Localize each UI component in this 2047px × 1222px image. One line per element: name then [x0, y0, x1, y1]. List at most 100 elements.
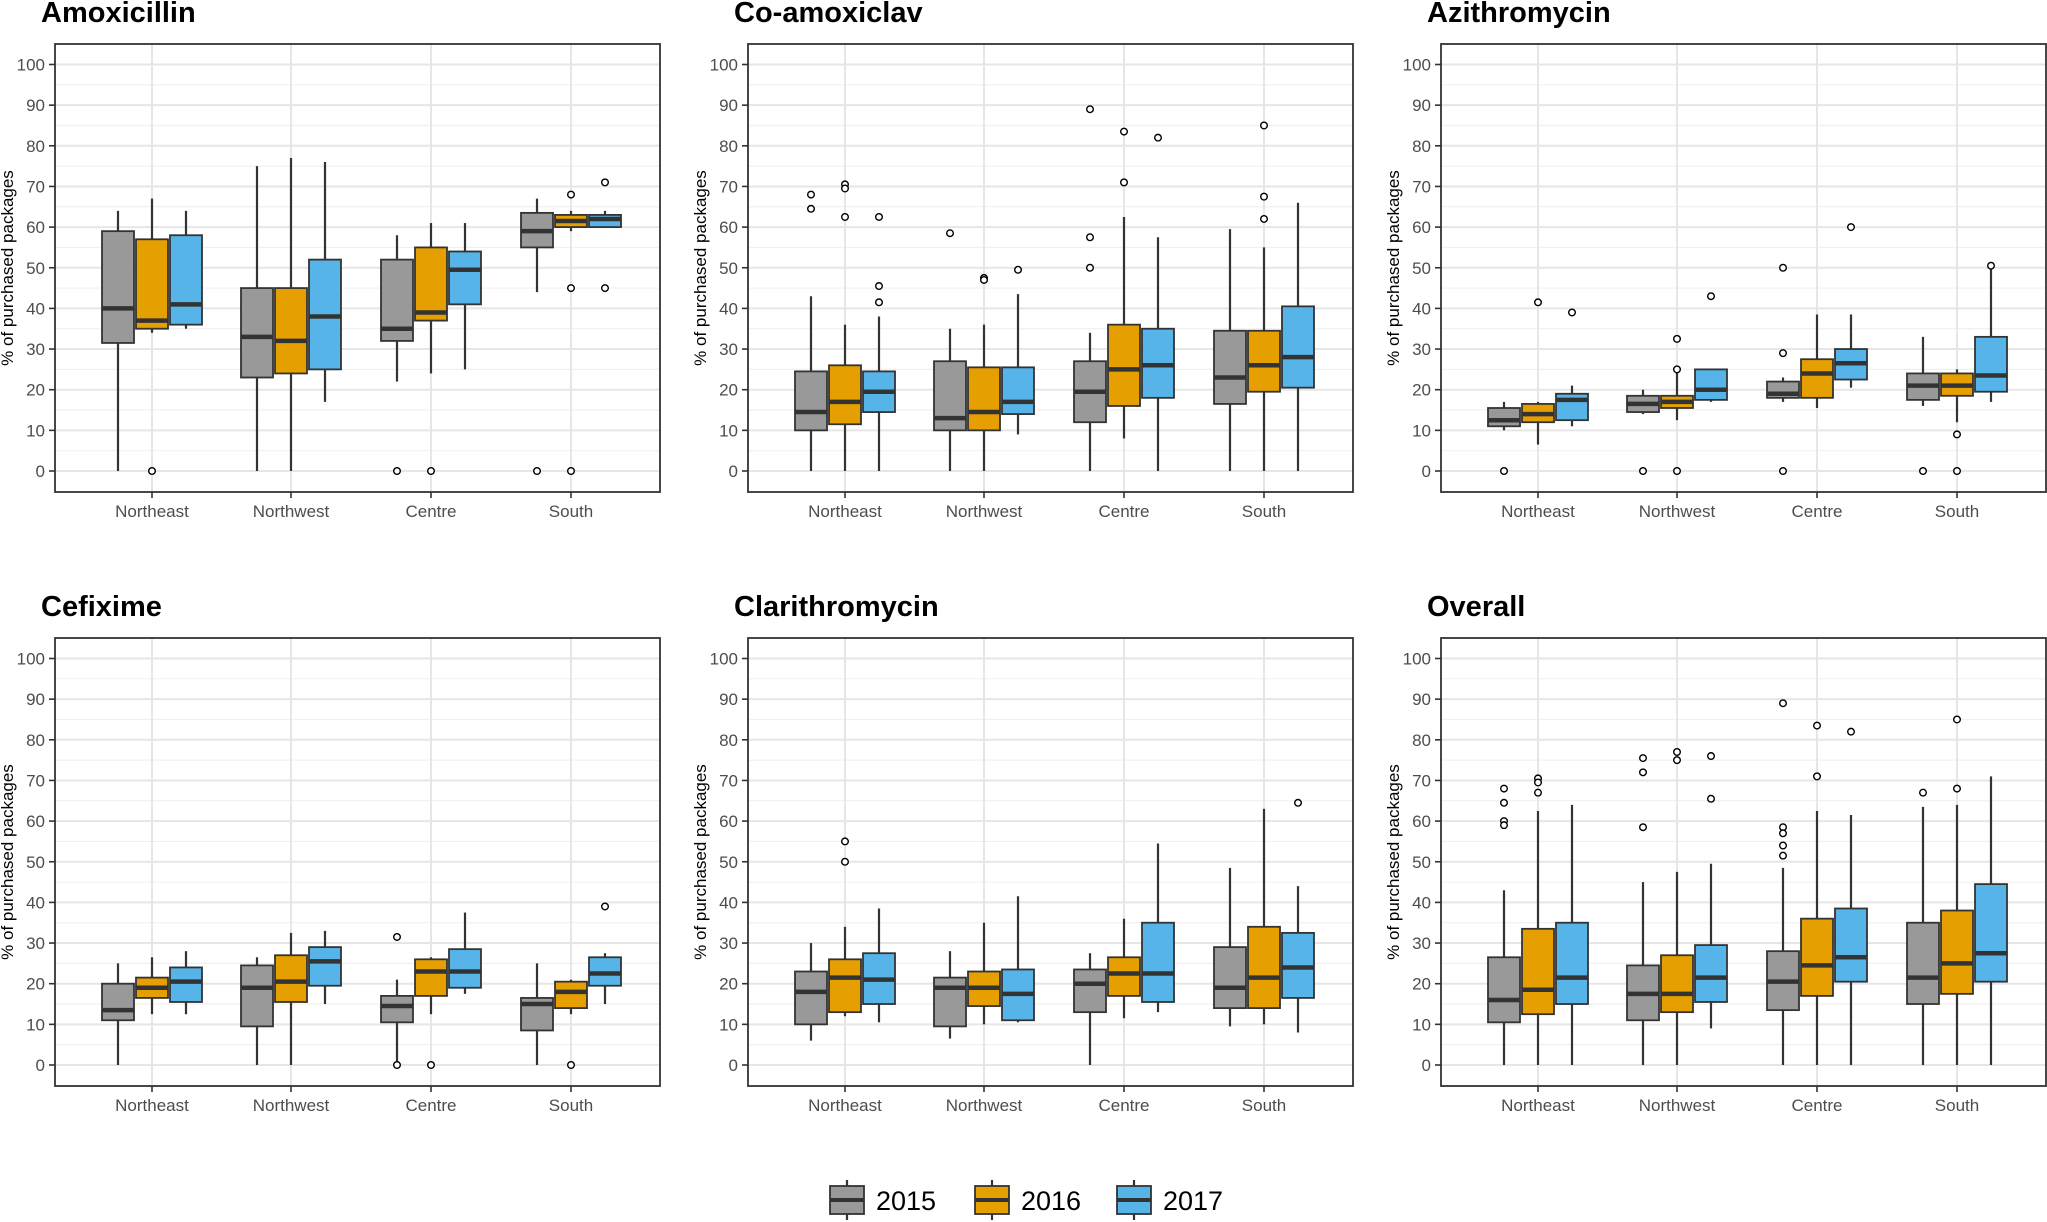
outlier-point: [601, 178, 610, 187]
box-centre-2017: [1834, 727, 1868, 1065]
y-tick-label: 80: [26, 731, 45, 750]
box-body: [967, 366, 1001, 432]
y-tick-label: 60: [26, 812, 45, 831]
y-tick-label: 0: [36, 462, 45, 481]
box-northwest-2017: [308, 162, 342, 402]
y-tick-label: 30: [1412, 340, 1431, 359]
outlier-point: [1706, 292, 1715, 301]
box-northwest-2015: [933, 951, 967, 1039]
box-northeast-2017: [862, 212, 896, 471]
box-centre-2017: [448, 223, 482, 370]
outlier-point: [601, 902, 610, 911]
box-northeast-2015: [794, 190, 828, 471]
outlier-point: [1259, 214, 1268, 223]
y-tick-label: 60: [719, 812, 738, 831]
box-body: [1247, 925, 1281, 1009]
y-tick-label: 20: [26, 381, 45, 400]
outlier-point: [1778, 467, 1787, 476]
outlier-point: [1918, 467, 1927, 476]
outlier-point: [1293, 798, 1302, 807]
panel-azithromycin: 0 10 20 30 40 50 60 70 80 90 100 Northeast Northwest…: [1384, 0, 2047, 521]
box-body: [1800, 917, 1834, 997]
box-centre-2016: [414, 223, 448, 476]
box-body: [1107, 323, 1141, 407]
outlier-point: [875, 282, 884, 291]
y-tick-label: 0: [729, 1056, 738, 1075]
box-northwest-2015: [240, 166, 274, 471]
box-body: [448, 250, 482, 306]
panel-co-amoxiclav: 0 10 20 30 40 50 60 70 80 90 100 Northeast Northwest…: [691, 0, 1354, 521]
outlier-point: [875, 212, 884, 221]
box-body: [414, 958, 448, 997]
outlier-point: [841, 857, 850, 866]
box-centre-2016: [414, 957, 448, 1069]
box-south-2015: [1906, 788, 1940, 1065]
y-tick-label: 20: [719, 381, 738, 400]
box-south-2015: [1906, 336, 1940, 476]
box-northwest-2017: [1001, 896, 1035, 1023]
outlier-point: [1846, 223, 1855, 232]
box-body: [1521, 927, 1555, 1016]
box-south-2016: [1247, 121, 1281, 471]
outlier-point: [567, 284, 576, 293]
box-south-2016: [1940, 715, 1974, 1065]
outlier-point: [393, 467, 402, 476]
y-tick-label: 50: [1412, 259, 1431, 278]
outlier-point: [601, 284, 610, 293]
y-tick-label: 40: [1412, 893, 1431, 912]
x-tick-label: Northwest: [1639, 1096, 1716, 1115]
outlier-point: [1706, 752, 1715, 761]
box-body: [1001, 366, 1035, 415]
outlier-point: [1638, 754, 1647, 763]
y-tick-label: 50: [719, 853, 738, 872]
box-centre-2016: [1107, 127, 1141, 439]
y-axis-title: % of purchased packages: [691, 764, 710, 960]
box-body: [1213, 329, 1247, 405]
box-body: [1834, 907, 1868, 983]
box-body: [828, 364, 862, 426]
legend: 2015 2016 2017: [829, 1180, 1223, 1220]
y-tick-label: 0: [1422, 1056, 1431, 1075]
box-body: [135, 238, 169, 330]
outlier-point: [807, 204, 816, 213]
box-body: [1906, 921, 1940, 1005]
box-northwest-2017: [1001, 265, 1035, 435]
box-northeast-2015: [794, 943, 828, 1041]
y-tick-label: 100: [17, 650, 45, 669]
panel-title: Amoxicillin: [41, 0, 196, 29]
outlier-point: [875, 298, 884, 307]
y-tick-label: 80: [719, 731, 738, 750]
legend-label: 2017: [1163, 1186, 1223, 1216]
box-centre-2017: [1834, 223, 1868, 388]
outlier-point: [1014, 265, 1023, 274]
outlier-point: [1778, 829, 1787, 838]
box-centre-2015: [1766, 263, 1800, 476]
box-northeast-2016: [1521, 298, 1555, 445]
y-tick-label: 100: [710, 650, 738, 669]
y-tick-label: 50: [26, 259, 45, 278]
outlier-point: [1952, 715, 1961, 724]
y-tick-label: 20: [1412, 975, 1431, 994]
y-axis-title: % of purchased packages: [0, 170, 17, 366]
outlier-point: [1567, 308, 1576, 317]
box-northwest-2015: [1626, 754, 1660, 1065]
y-tick-label: 50: [26, 853, 45, 872]
box-northwest-2015: [1626, 389, 1660, 476]
box-northeast-2017: [862, 908, 896, 1023]
x-tick-label: Northeast: [808, 502, 882, 521]
box-body: [308, 946, 342, 987]
x-tick-label: Centre: [1098, 502, 1149, 521]
y-tick-label: 90: [1412, 690, 1431, 709]
box-south-2016: [554, 979, 588, 1069]
box-northwest-2016: [1660, 334, 1694, 476]
outlier-point: [1952, 430, 1961, 439]
y-tick-label: 10: [26, 1015, 45, 1034]
x-tick-label: South: [549, 1096, 593, 1115]
box-south-2016: [1247, 808, 1281, 1025]
box-south-2015: [1213, 229, 1247, 471]
box-northeast-2015: [1487, 784, 1521, 1065]
box-body: [1555, 921, 1589, 1005]
y-tick-label: 80: [26, 137, 45, 156]
panel-cefixime: 0 10 20 30 40 50 60 70 80 90 100 Northeast Northwest…: [0, 591, 661, 1115]
y-tick-label: 10: [719, 1015, 738, 1034]
